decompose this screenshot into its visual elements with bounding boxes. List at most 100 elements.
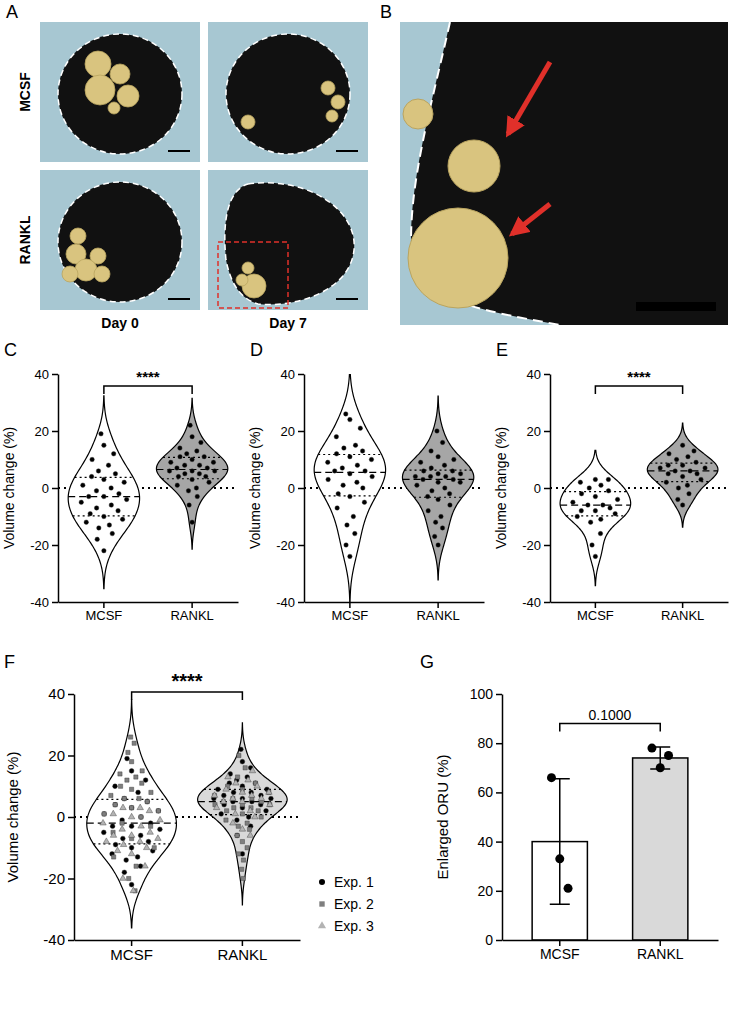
data-point [102,477,107,482]
data-point [176,474,181,479]
x-axis-line [59,602,239,604]
x-axis-line [75,940,301,942]
data-point [334,452,339,457]
significance-label: 0.1000 [589,707,632,723]
data-point [118,784,122,788]
x-axis: MCSFRANKL [59,602,239,623]
y-tick-label: 80 [477,735,493,751]
x-tick-label: RANKL [637,946,684,962]
y-tick: 40 [527,367,550,382]
data-point [109,486,114,491]
y-tick: 20 [35,424,58,439]
data-point [239,826,245,832]
tile-background [40,170,200,310]
data-point [190,520,195,525]
data-point [248,792,254,798]
data-point [190,477,195,482]
data-point [458,471,463,476]
data-point [143,844,149,850]
tile-background [208,170,368,310]
data-point [429,466,434,471]
data-point [101,830,106,835]
data-point [676,486,681,491]
data-point [680,443,685,448]
data-point [202,454,207,459]
data-point [187,503,192,508]
y-tick-mark [496,940,502,942]
y-tick-label: 20 [35,424,49,439]
scale-bar [168,298,190,300]
violin [156,398,227,549]
data-point [415,483,420,488]
y-tick-mark [298,374,304,376]
y-tick-mark [496,694,502,696]
y-tick-mark [52,602,58,604]
data-point [443,486,448,491]
data-point [440,526,445,531]
data-point [197,463,202,468]
significance-bracket [560,724,660,732]
y-tick-mark [298,488,304,490]
y-tick: 20 [527,424,550,439]
y-axis-title: Volume change (%) [247,427,263,549]
data-point [555,854,564,863]
data-point [269,796,274,801]
data-point [186,489,191,494]
data-point [258,795,264,801]
data-point [156,809,160,813]
data-point [547,773,556,782]
image-tile [208,170,368,310]
y-tick-mark [298,431,304,433]
x-tick-mark [595,602,597,608]
data-point [666,471,671,476]
data-point [232,806,236,810]
data-point [355,480,360,485]
data-point [145,799,150,804]
x-tick: RANKL [637,940,684,962]
y-tick: 20 [48,747,74,764]
y-tick-mark [298,545,304,547]
data-point [184,452,189,457]
y-tick-label: 60 [477,784,493,800]
data-point [694,460,699,465]
data-point [84,520,89,525]
legend-label: Exp. 2 [334,896,374,912]
x-tick: MCSF [110,940,153,963]
data-point [240,839,244,843]
data-point [703,466,708,471]
data-point [348,494,353,499]
data-point [348,554,353,559]
oru-blob [408,208,508,308]
y-tick-label: 100 [470,686,494,702]
figure: AMCSFRANKLDay 0Day 7B-40-2002040MCSFRANK… [0,0,738,1016]
data-point [588,520,593,525]
data-point [451,477,456,482]
plot-marks [304,374,484,602]
data-point [155,835,161,841]
data-point [211,792,217,798]
organoid-well [226,34,350,154]
data-point [239,789,245,795]
oru-blob [75,259,97,281]
data-point [129,806,133,810]
data-point [447,491,452,496]
zoom-box [218,242,288,308]
panel-letter: B [380,2,392,22]
data-point [190,457,195,462]
y-tick-label: 0 [534,481,541,496]
data-point [443,474,448,479]
data-point [666,463,671,468]
x-tick-mark [349,602,351,608]
data-point [353,531,358,536]
data-point [615,497,620,502]
quartile-line [96,799,166,800]
data-point [207,480,212,485]
data-point [128,832,134,838]
data-point [136,790,141,795]
data-point [664,751,673,760]
y-tick-mark [52,431,58,433]
data-point [418,460,423,465]
panel-letter: G [420,652,434,672]
y-tick: 60 [477,784,502,800]
data-point [120,841,126,847]
